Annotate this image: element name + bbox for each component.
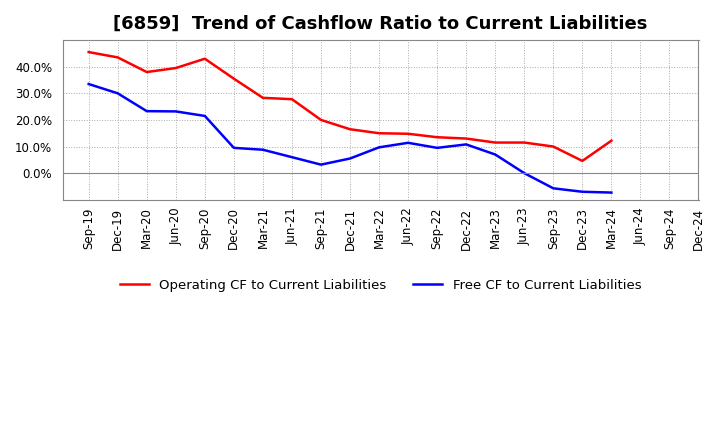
- Free CF to Current Liabilities: [433, 145, 441, 150]
- Operating CF to Current Liabilities: [549, 144, 557, 149]
- Operating CF to Current Liabilities: [374, 131, 383, 136]
- Legend: Operating CF to Current Liabilities, Free CF to Current Liabilities: Operating CF to Current Liabilities, Fre…: [114, 273, 647, 297]
- Operating CF to Current Liabilities: [171, 66, 180, 71]
- Operating CF to Current Liabilities: [258, 95, 267, 100]
- Free CF to Current Liabilities: [230, 145, 238, 150]
- Free CF to Current Liabilities: [200, 114, 209, 119]
- Free CF to Current Liabilities: [113, 91, 122, 96]
- Free CF to Current Liabilities: [607, 190, 616, 195]
- Operating CF to Current Liabilities: [404, 131, 413, 136]
- Free CF to Current Liabilities: [374, 145, 383, 150]
- Operating CF to Current Liabilities: [346, 127, 354, 132]
- Operating CF to Current Liabilities: [230, 76, 238, 81]
- Free CF to Current Liabilities: [346, 156, 354, 161]
- Operating CF to Current Liabilities: [84, 49, 93, 55]
- Free CF to Current Liabilities: [143, 109, 151, 114]
- Free CF to Current Liabilities: [491, 152, 500, 157]
- Operating CF to Current Liabilities: [578, 158, 587, 164]
- Free CF to Current Liabilities: [171, 109, 180, 114]
- Operating CF to Current Liabilities: [491, 140, 500, 145]
- Free CF to Current Liabilities: [549, 186, 557, 191]
- Operating CF to Current Liabilities: [520, 140, 528, 145]
- Free CF to Current Liabilities: [578, 189, 587, 194]
- Free CF to Current Liabilities: [462, 142, 470, 147]
- Title: [6859]  Trend of Cashflow Ratio to Current Liabilities: [6859] Trend of Cashflow Ratio to Curren…: [113, 15, 648, 33]
- Free CF to Current Liabilities: [317, 162, 325, 167]
- Line: Operating CF to Current Liabilities: Operating CF to Current Liabilities: [89, 52, 611, 161]
- Free CF to Current Liabilities: [287, 154, 296, 160]
- Operating CF to Current Liabilities: [200, 56, 209, 61]
- Free CF to Current Liabilities: [258, 147, 267, 152]
- Free CF to Current Liabilities: [84, 81, 93, 87]
- Operating CF to Current Liabilities: [143, 70, 151, 75]
- Operating CF to Current Liabilities: [433, 135, 441, 140]
- Operating CF to Current Liabilities: [113, 55, 122, 60]
- Operating CF to Current Liabilities: [462, 136, 470, 141]
- Operating CF to Current Liabilities: [607, 138, 616, 143]
- Line: Free CF to Current Liabilities: Free CF to Current Liabilities: [89, 84, 611, 193]
- Free CF to Current Liabilities: [520, 171, 528, 176]
- Free CF to Current Liabilities: [404, 140, 413, 146]
- Operating CF to Current Liabilities: [287, 96, 296, 102]
- Operating CF to Current Liabilities: [317, 117, 325, 123]
